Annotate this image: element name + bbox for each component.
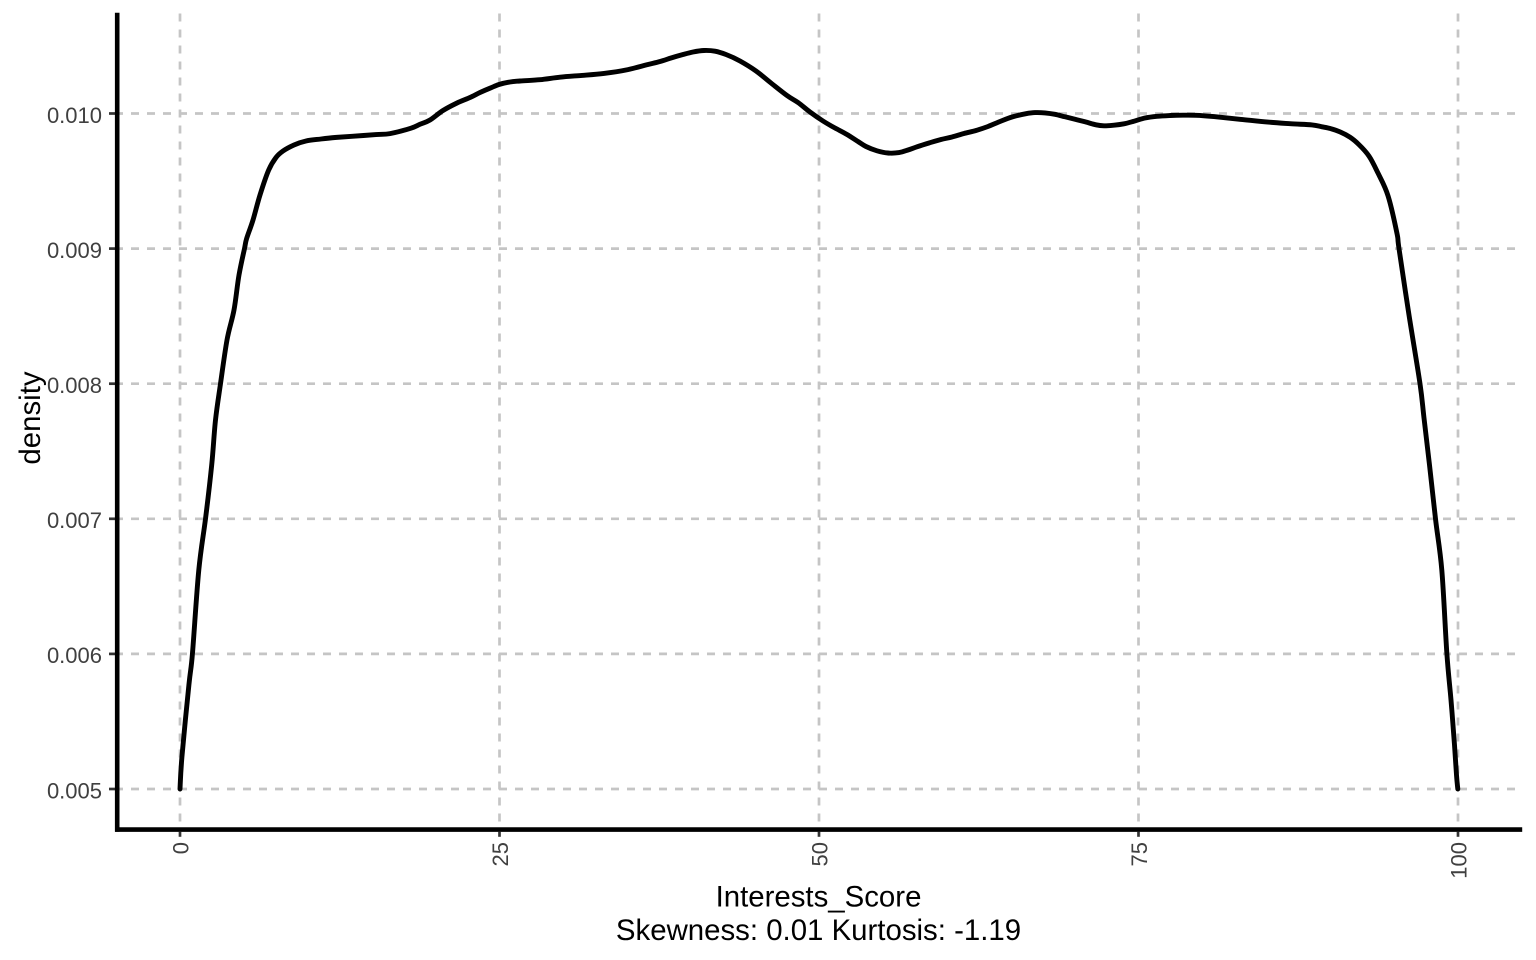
svg-text:0.008: 0.008	[47, 373, 102, 398]
svg-text:Skewness: 0.01 Kurtosis: -1.19: Skewness: 0.01 Kurtosis: -1.19	[616, 914, 1021, 947]
svg-text:Interests_Score: Interests_Score	[716, 880, 922, 913]
svg-text:0.009: 0.009	[47, 238, 102, 263]
svg-text:25: 25	[488, 842, 513, 866]
svg-text:0.010: 0.010	[47, 103, 102, 128]
svg-text:0: 0	[169, 842, 194, 854]
svg-text:100: 100	[1447, 842, 1472, 879]
svg-text:0.006: 0.006	[47, 643, 102, 668]
svg-text:75: 75	[1127, 842, 1152, 866]
svg-text:0.005: 0.005	[47, 778, 102, 803]
svg-text:50: 50	[808, 842, 833, 866]
svg-text:0.007: 0.007	[47, 508, 102, 533]
svg-text:density: density	[14, 371, 47, 464]
